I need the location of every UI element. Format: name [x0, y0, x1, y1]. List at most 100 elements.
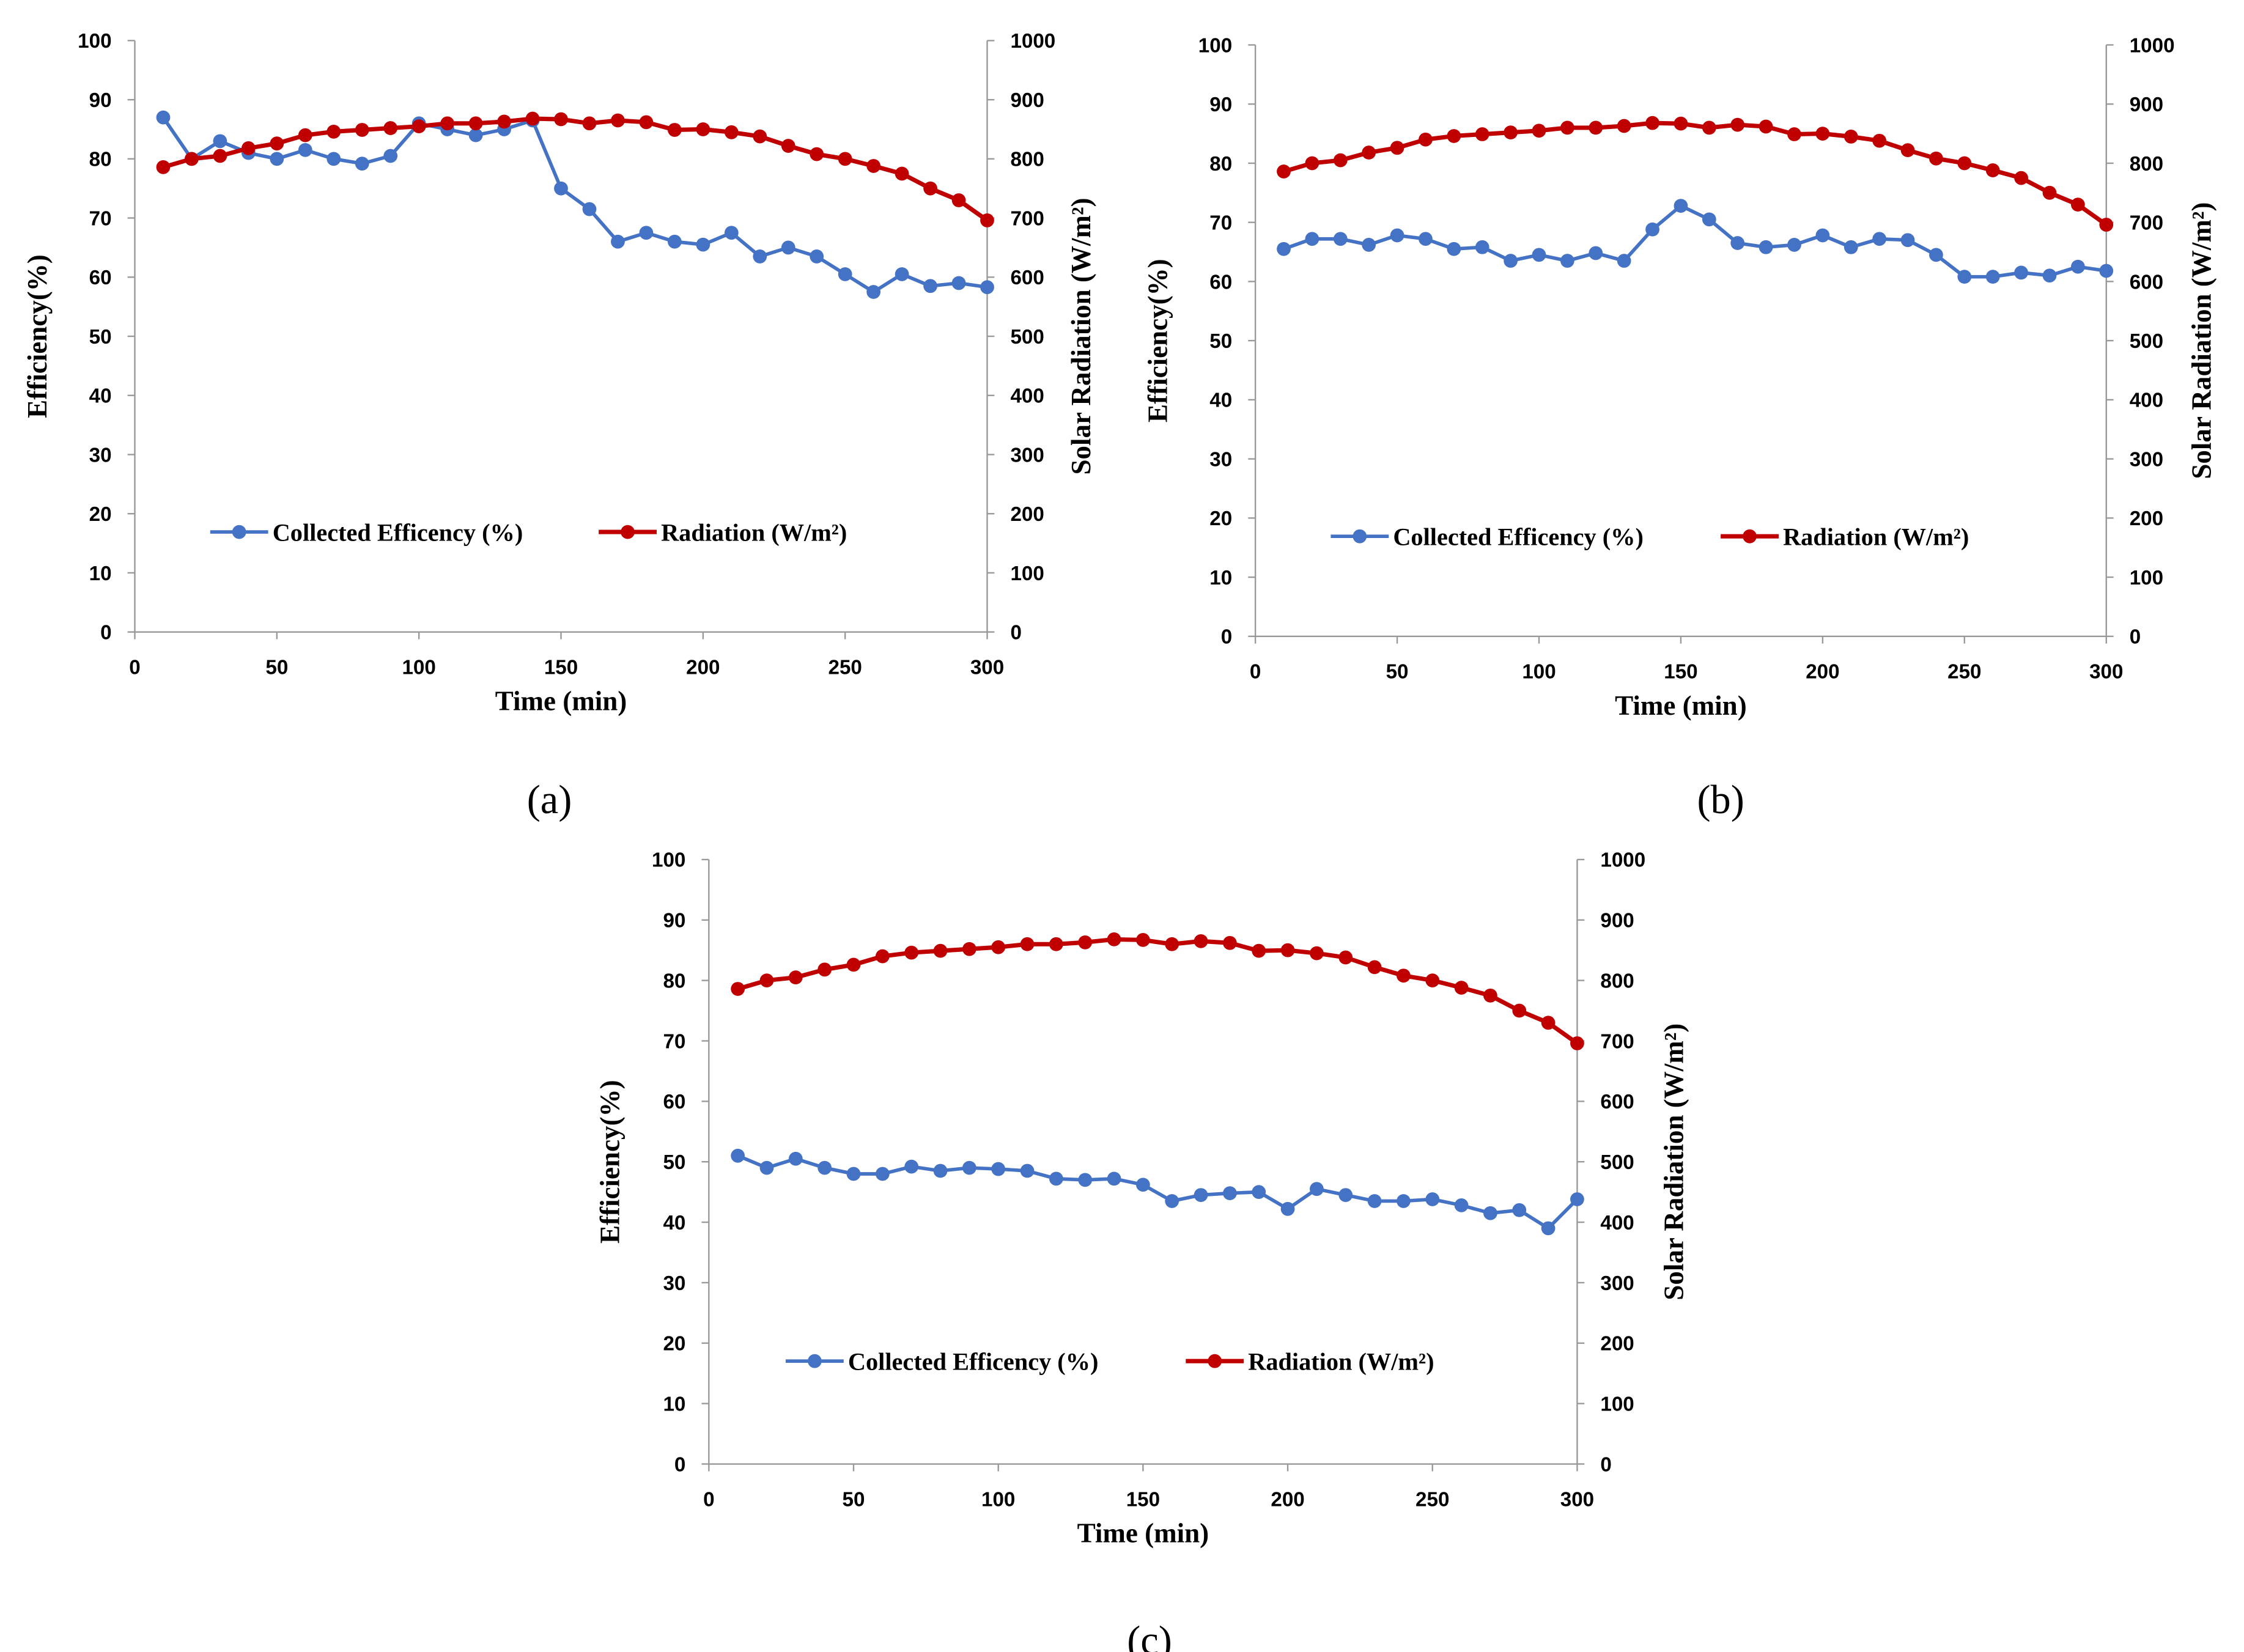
x-tick-label: 150 [1664, 661, 1697, 684]
efficiency-data-point [2042, 268, 2057, 283]
efficiency-data-point [1454, 1198, 1469, 1212]
y-left-tick-label: 20 [1209, 507, 1232, 530]
y-right-tick-label: 800 [1010, 149, 1044, 171]
radiation-data-point [1020, 937, 1035, 951]
efficiency-data-point [788, 1151, 803, 1166]
y-left-tick-label: 70 [89, 207, 112, 230]
efficiency-data-point [1135, 1178, 1150, 1192]
y-right-tick-label: 800 [1600, 970, 1634, 992]
y-left-tick-label: 30 [1209, 448, 1232, 471]
efficiency-data-point [1541, 1221, 1556, 1236]
efficiency-data-point [810, 249, 824, 264]
efficiency-data-point [818, 1160, 832, 1175]
efficiency-data-point [1362, 238, 1376, 252]
radiation-data-point [1475, 127, 1489, 141]
radiation-data-point [781, 139, 795, 153]
radiation-data-point [241, 141, 256, 155]
efficiency-data-point [1252, 1185, 1266, 1200]
efficiency-data-point [1165, 1194, 1179, 1208]
legend-entry-efficiency: Collected Efficency (%) [1331, 523, 1644, 550]
x-tick-label: 300 [1560, 1488, 1594, 1511]
efficiency-data-point [1310, 1182, 1324, 1197]
y-left-tick-label: 100 [1198, 34, 1232, 57]
y-left-tick-label: 80 [1209, 153, 1232, 175]
y-right-tick-label: 700 [2130, 212, 2163, 235]
y-left-tick-label: 40 [663, 1212, 685, 1234]
radiation-data-point [1310, 946, 1324, 961]
radiation-data-point [1985, 163, 2000, 177]
y-left-axis-title: Efficiency(%) [22, 254, 53, 418]
efficiency-data-point [838, 267, 852, 281]
legend-entry-efficiency: Collected Efficency (%) [785, 1348, 1098, 1375]
radiation-data-point [1483, 988, 1497, 1003]
efficiency-data-point [611, 234, 625, 249]
y-right-tick-label: 500 [1010, 326, 1044, 348]
radiation-data-point [1223, 935, 1237, 950]
y-right-axis-title: Solar Radiation (W/m²) [1066, 198, 1096, 475]
efficiency-data-point [156, 110, 171, 125]
radiation-data-point [788, 970, 803, 985]
radiation-data-point [213, 149, 227, 163]
efficiency-data-point [1367, 1194, 1382, 1208]
radiation-data-point [846, 957, 861, 972]
efficiency-data-point [696, 237, 710, 252]
y-right-tick-label: 1000 [2130, 34, 2175, 57]
legend-entry-radiation: Radiation (W/m²) [1186, 1348, 1434, 1375]
legend-marker [621, 525, 635, 539]
legend-marker [1208, 1354, 1222, 1368]
y-left-tick-label: 90 [89, 89, 112, 112]
efficiency-data-point [270, 152, 284, 166]
y-left-tick-label: 80 [89, 149, 112, 171]
x-tick-label: 0 [1250, 661, 1261, 684]
radiation-data-point [2014, 171, 2028, 185]
x-tick-label: 150 [544, 656, 578, 679]
efficiency-data-point [1570, 1192, 1584, 1206]
y-right-tick-label: 800 [2130, 153, 2163, 175]
efficiency-data-point [1589, 246, 1603, 260]
y-left-tick-label: 100 [78, 30, 111, 53]
radiation-data-point [731, 982, 745, 996]
efficiency-data-point [895, 267, 909, 281]
radiation-data-point [497, 114, 511, 129]
efficiency-data-point [1957, 270, 1972, 284]
legend-marker [1353, 529, 1367, 544]
y-left-tick-label: 0 [674, 1453, 685, 1476]
radiation-data-point [1280, 943, 1295, 957]
efficiency-data-point [1730, 236, 1745, 250]
radiation-data-point [1419, 132, 1433, 147]
efficiency-data-point [1447, 242, 1461, 256]
efficiency-data-point [1985, 270, 2000, 284]
radiation-data-point [1454, 981, 1469, 995]
efficiency-data-point [1617, 254, 1631, 268]
radiation-data-point [1900, 143, 1915, 158]
radiation-data-point [1645, 116, 1659, 130]
radiation-data-point [1367, 960, 1382, 975]
radiation-data-point [525, 111, 540, 126]
y-right-axis-title: Solar Radiation (W/m²) [1659, 1023, 1689, 1300]
radiation-data-point [895, 166, 909, 181]
radiation-data-point [753, 129, 767, 144]
legend-label: Radiation (W/m²) [1783, 523, 1969, 550]
y-right-tick-label: 300 [1010, 444, 1044, 466]
y-right-tick-label: 500 [1600, 1151, 1634, 1174]
radiation-data-point [818, 962, 832, 977]
radiation-data-point [1702, 120, 1716, 135]
efficiency-data-point [933, 1163, 948, 1178]
radiation-data-point [1730, 117, 1745, 132]
efficiency-data-point [1900, 233, 1915, 248]
radiation-data-point [1815, 127, 1830, 141]
x-tick-label: 200 [1271, 1488, 1304, 1511]
x-tick-label: 100 [981, 1488, 1015, 1511]
y-right-tick-label: 600 [1600, 1091, 1634, 1113]
radiation-data-point [1135, 932, 1150, 947]
radiation-data-point [611, 113, 625, 128]
efficiency-data-point [554, 181, 568, 196]
x-tick-label: 250 [828, 656, 862, 679]
efficiency-data-point [468, 128, 483, 142]
efficiency-data-point [866, 285, 881, 299]
efficiency-data-point [1280, 1201, 1295, 1216]
radiation-data-point [185, 152, 199, 166]
y-right-tick-label: 700 [1010, 207, 1044, 230]
y-right-tick-label: 1000 [1600, 849, 1645, 872]
radiation-data-point [1844, 130, 1858, 144]
